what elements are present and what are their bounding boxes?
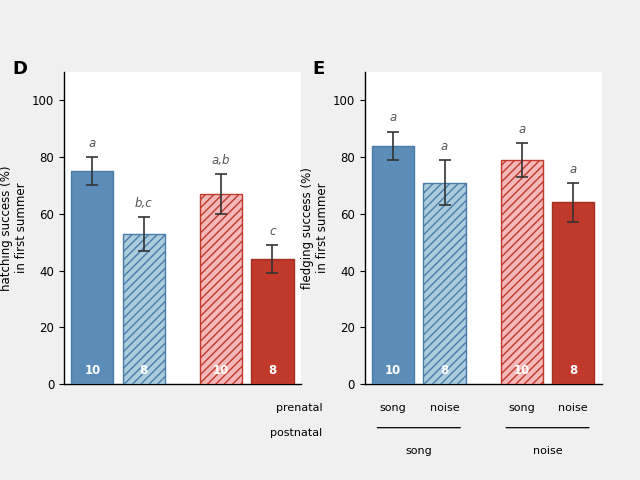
Text: 8: 8: [440, 364, 449, 377]
Text: song: song: [406, 446, 432, 456]
Text: D: D: [12, 60, 27, 77]
Text: prenatal: prenatal: [276, 403, 322, 413]
Text: b,c: b,c: [135, 197, 153, 210]
Text: a: a: [441, 140, 448, 153]
Text: a: a: [518, 123, 525, 136]
Text: a: a: [390, 111, 397, 124]
Text: 10: 10: [385, 364, 401, 377]
Text: E: E: [313, 60, 325, 77]
Bar: [71, 171, 113, 384]
Bar: [424, 182, 466, 384]
Y-axis label: fledging success (%)
in first summer: fledging success (%) in first summer: [301, 167, 329, 289]
Text: 10: 10: [84, 364, 100, 377]
Text: noise: noise: [559, 403, 588, 413]
Text: c: c: [269, 225, 276, 238]
Text: 10: 10: [213, 364, 229, 377]
Text: 8: 8: [140, 364, 148, 377]
Text: 8: 8: [268, 364, 276, 377]
Text: noise: noise: [430, 403, 460, 413]
Text: a,b: a,b: [212, 154, 230, 167]
Bar: [252, 259, 294, 384]
Text: a: a: [570, 163, 577, 176]
Text: song: song: [380, 403, 406, 413]
Text: postnatal: postnatal: [270, 428, 322, 438]
Bar: [372, 146, 414, 384]
Bar: [123, 234, 165, 384]
Y-axis label: hatching success (%)
in first summer: hatching success (%) in first summer: [0, 165, 28, 291]
Text: song: song: [508, 403, 535, 413]
Text: 8: 8: [569, 364, 577, 377]
Text: noise: noise: [532, 446, 563, 456]
Bar: [200, 194, 242, 384]
Bar: [552, 203, 595, 384]
Text: 10: 10: [514, 364, 530, 377]
Text: a: a: [89, 137, 96, 150]
Bar: [500, 160, 543, 384]
